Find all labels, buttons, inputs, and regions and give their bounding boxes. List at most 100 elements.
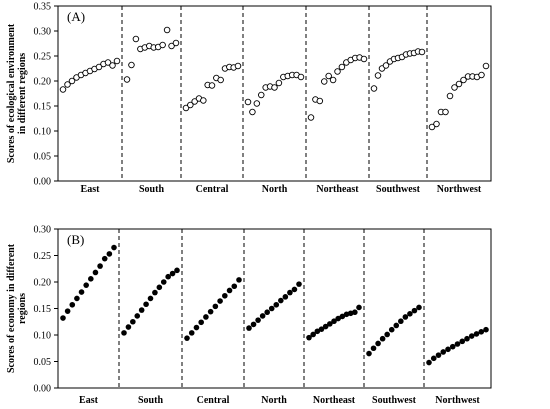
region-label: South — [139, 184, 164, 195]
data-point — [327, 321, 333, 327]
data-point — [156, 284, 163, 291]
data-point — [449, 343, 456, 350]
data-point — [193, 324, 200, 331]
data-point — [68, 77, 76, 85]
region-label: Northwest — [437, 184, 482, 195]
data-point — [203, 314, 209, 320]
data-point — [187, 101, 194, 109]
region-label: South — [138, 395, 163, 406]
y-tick-label: 0.25 — [34, 52, 52, 63]
data-point — [335, 315, 341, 322]
data-point — [246, 325, 252, 331]
data-point — [366, 350, 372, 357]
data-point — [352, 309, 358, 316]
data-point — [451, 84, 458, 91]
y-tick-label: 0.15 — [34, 304, 52, 315]
data-point — [483, 326, 489, 333]
y-tick-label: 0.00 — [34, 177, 52, 188]
data-point — [388, 326, 395, 333]
data-point — [83, 282, 89, 288]
data-point — [125, 324, 132, 330]
data-point — [95, 63, 103, 71]
data-point — [168, 42, 175, 50]
data-point — [128, 61, 135, 69]
data-point — [411, 307, 418, 314]
data-point — [198, 319, 204, 326]
data-point — [147, 295, 154, 302]
data-point — [379, 335, 386, 342]
data-point — [460, 76, 467, 84]
data-point — [435, 352, 442, 358]
y-axis-label: Scores of economy in differentregions — [6, 243, 28, 373]
data-point — [64, 308, 71, 314]
data-point — [250, 321, 257, 328]
data-point — [282, 294, 289, 300]
data-point — [384, 331, 390, 338]
data-point — [259, 313, 266, 319]
region-label: Southwest — [372, 395, 417, 406]
data-point — [440, 349, 447, 355]
data-point — [207, 308, 214, 315]
data-point — [143, 301, 149, 308]
data-point — [445, 346, 451, 353]
data-point — [208, 82, 216, 89]
data-point — [442, 108, 449, 116]
data-point — [360, 55, 368, 63]
region-label: Southwest — [376, 184, 421, 195]
data-point — [478, 71, 485, 79]
data-point — [101, 255, 108, 262]
data-point — [464, 335, 470, 342]
data-point — [291, 286, 298, 293]
data-point — [287, 289, 293, 296]
data-point — [92, 269, 99, 276]
data-point — [111, 244, 117, 251]
data-point — [433, 120, 440, 128]
region-label: Northwest — [435, 395, 480, 406]
data-point — [318, 326, 325, 332]
data-point — [59, 86, 67, 93]
data-point — [184, 335, 190, 341]
y-axis-label-line: Scores of economy in different — [6, 243, 17, 373]
data-point — [402, 314, 409, 320]
region-label: North — [262, 184, 288, 195]
data-point — [109, 62, 116, 69]
data-point — [258, 91, 265, 99]
data-point — [296, 281, 302, 287]
data-point — [430, 355, 437, 362]
data-point — [200, 97, 207, 104]
data-point — [212, 303, 219, 310]
y-tick-label: 0.30 — [34, 27, 52, 38]
data-point — [446, 92, 454, 100]
data-point — [134, 313, 141, 319]
data-point — [121, 330, 127, 336]
data-point — [234, 62, 242, 70]
data-point — [64, 81, 71, 88]
panel-b: 0.00 0.05 0.10 0.15 0.20 0.25 0.30 Scores of ec… — [6, 225, 492, 406]
data-point — [455, 80, 463, 88]
data-point — [416, 304, 422, 311]
data-point — [314, 328, 321, 335]
panel-label: (A) — [67, 9, 85, 24]
data-point — [407, 311, 413, 317]
data-point — [172, 39, 180, 47]
data-point — [60, 315, 66, 321]
y-tick-label: 0.15 — [34, 102, 52, 113]
region-label: Northeast — [313, 395, 356, 406]
data-point — [338, 63, 346, 71]
data-point — [169, 270, 176, 277]
data-point — [334, 68, 341, 75]
data-point — [473, 331, 480, 337]
panel-a: 0.00 0.05 0.10 0.15 0.20 0.25 0.30 0.35 Scores o… — [6, 2, 492, 195]
data-point — [382, 62, 390, 69]
data-point — [310, 331, 316, 338]
data-point — [217, 298, 223, 304]
y-tick-label: 0.05 — [34, 152, 52, 163]
y-tick-label: 0.10 — [34, 331, 52, 342]
y-tick-label: 0.05 — [34, 357, 52, 368]
data-point — [255, 317, 261, 323]
data-point — [226, 287, 233, 294]
data-point — [329, 76, 337, 84]
data-point — [244, 98, 252, 106]
data-point — [222, 292, 228, 299]
data-point — [88, 276, 94, 282]
